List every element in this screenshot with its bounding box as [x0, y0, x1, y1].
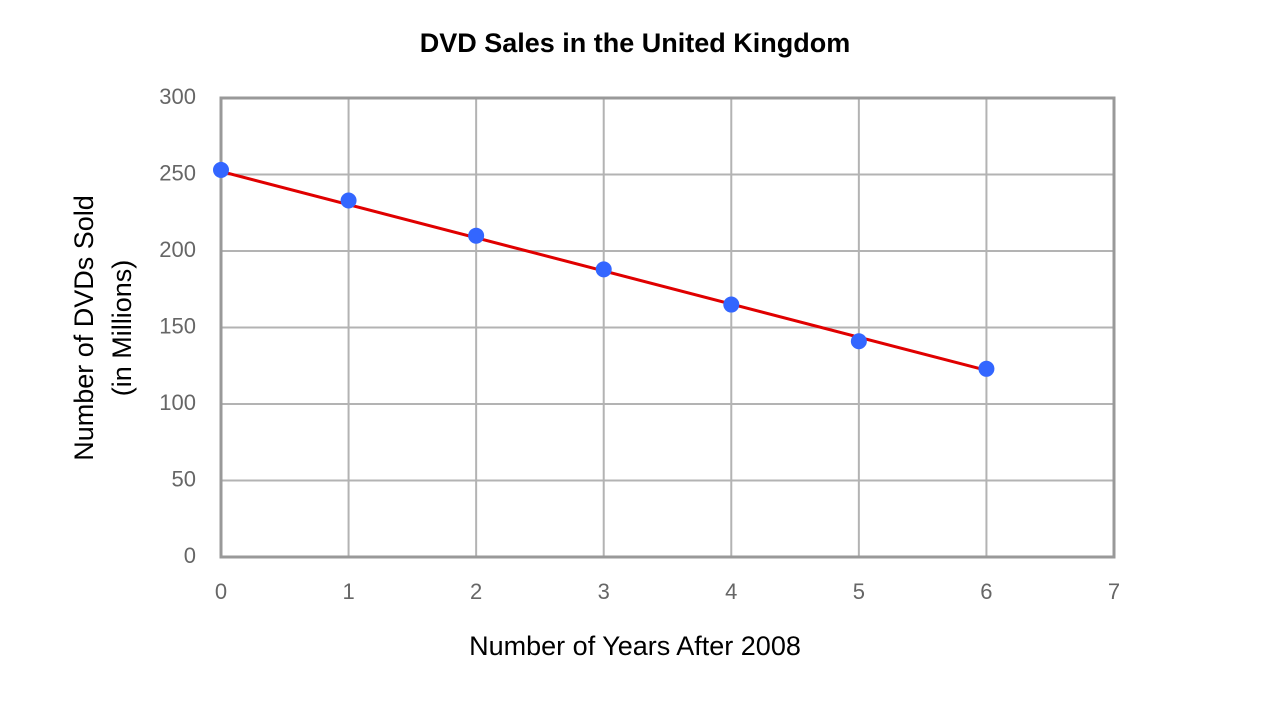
x-tick-label: 3 [598, 579, 610, 604]
data-point [340, 192, 357, 209]
x-tick-label: 1 [342, 579, 354, 604]
data-point [850, 333, 867, 350]
y-axis-label: Number of DVDs Sold [69, 195, 99, 461]
x-tick-label: 2 [470, 579, 482, 604]
y-tick-label: 50 [172, 466, 196, 491]
y-tick-label: 300 [159, 84, 196, 109]
x-tick-label: 0 [215, 579, 227, 604]
chart-title: DVD Sales in the United Kingdom [420, 28, 851, 58]
data-point [468, 227, 485, 244]
x-tick-label: 7 [1108, 579, 1120, 604]
data-point [723, 296, 740, 313]
y-tick-label: 100 [159, 390, 196, 415]
y-tick-label: 250 [159, 160, 196, 185]
data-point [213, 161, 229, 178]
data-point [978, 360, 995, 377]
y-tick-label: 0 [184, 543, 196, 568]
y-axis-label: (in Millions) [107, 260, 137, 397]
x-tick-label: 5 [853, 579, 865, 604]
x-axis-label: Number of Years After 2008 [469, 631, 801, 661]
x-tick-label: 6 [980, 579, 992, 604]
x-tick-label: 4 [725, 579, 737, 604]
y-tick-label: 200 [159, 237, 196, 262]
y-tick-label: 150 [159, 313, 196, 338]
plot-border [219, 96, 1116, 559]
data-point [595, 261, 612, 278]
